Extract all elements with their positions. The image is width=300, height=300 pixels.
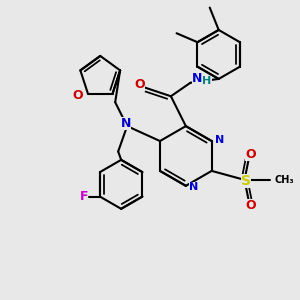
Text: S: S bbox=[241, 174, 251, 188]
Text: H: H bbox=[202, 76, 212, 86]
Text: O: O bbox=[245, 199, 256, 212]
Text: N: N bbox=[192, 72, 202, 85]
Text: F: F bbox=[80, 190, 88, 203]
Text: CH₃: CH₃ bbox=[274, 175, 294, 185]
Text: O: O bbox=[245, 148, 256, 161]
Text: O: O bbox=[134, 78, 145, 91]
Text: N: N bbox=[189, 182, 198, 192]
Text: N: N bbox=[215, 134, 224, 145]
Text: N: N bbox=[120, 117, 131, 130]
Text: O: O bbox=[73, 89, 83, 102]
